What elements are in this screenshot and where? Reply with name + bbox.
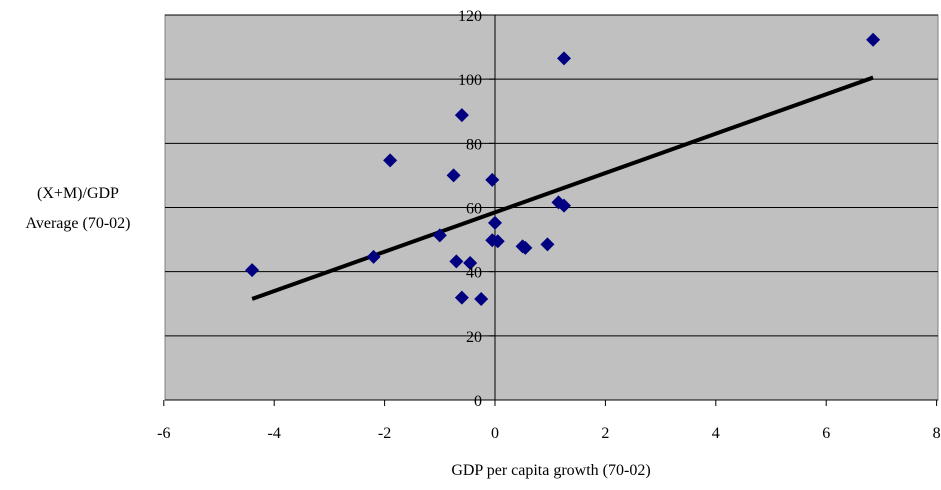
data-point — [866, 32, 881, 47]
x-tick-label: 2 — [601, 425, 609, 442]
data-point — [557, 198, 571, 213]
data-point — [490, 234, 505, 249]
data-point — [488, 215, 502, 230]
data-point — [454, 290, 469, 305]
data-point — [432, 228, 447, 243]
data-point — [474, 291, 489, 306]
x-tick-label: -2 — [378, 425, 391, 442]
x-axis-label: GDP per capita growth (70-02) — [451, 462, 650, 479]
x-tick-label: 4 — [712, 425, 720, 442]
y-tick-label: 120 — [458, 8, 482, 25]
y-tick-label: 0 — [474, 393, 482, 410]
y-tick-label: 80 — [466, 136, 482, 153]
data-point — [454, 108, 469, 123]
data-point — [383, 153, 398, 168]
data-point — [366, 249, 381, 264]
x-tick-label: 0 — [491, 425, 499, 442]
data-point — [557, 51, 571, 66]
x-tick-label: 8 — [933, 425, 941, 442]
data-point — [518, 240, 533, 255]
data-point — [540, 237, 555, 252]
x-tick-label: -6 — [157, 425, 170, 442]
x-tick-label: 6 — [822, 425, 830, 442]
y-axis-label-line-2: Average (70-02) — [26, 215, 131, 232]
y-tick-label: 100 — [458, 72, 482, 89]
points-layer — [245, 32, 881, 306]
axes — [163, 14, 938, 406]
data-point — [245, 263, 260, 278]
y-tick-label: 20 — [466, 329, 482, 346]
trendline — [251, 75, 874, 301]
data-point — [485, 172, 500, 187]
data-point — [463, 256, 478, 271]
trendline-layer — [251, 75, 874, 301]
x-tick-label: -4 — [268, 425, 281, 442]
y-axis-label-line-1: (X+M)/GDP — [37, 185, 119, 202]
data-point — [449, 254, 464, 269]
y-tick-label: 60 — [466, 201, 482, 218]
data-point — [446, 168, 461, 183]
gridlines — [165, 14, 938, 337]
y-tick-label: 40 — [466, 265, 482, 282]
